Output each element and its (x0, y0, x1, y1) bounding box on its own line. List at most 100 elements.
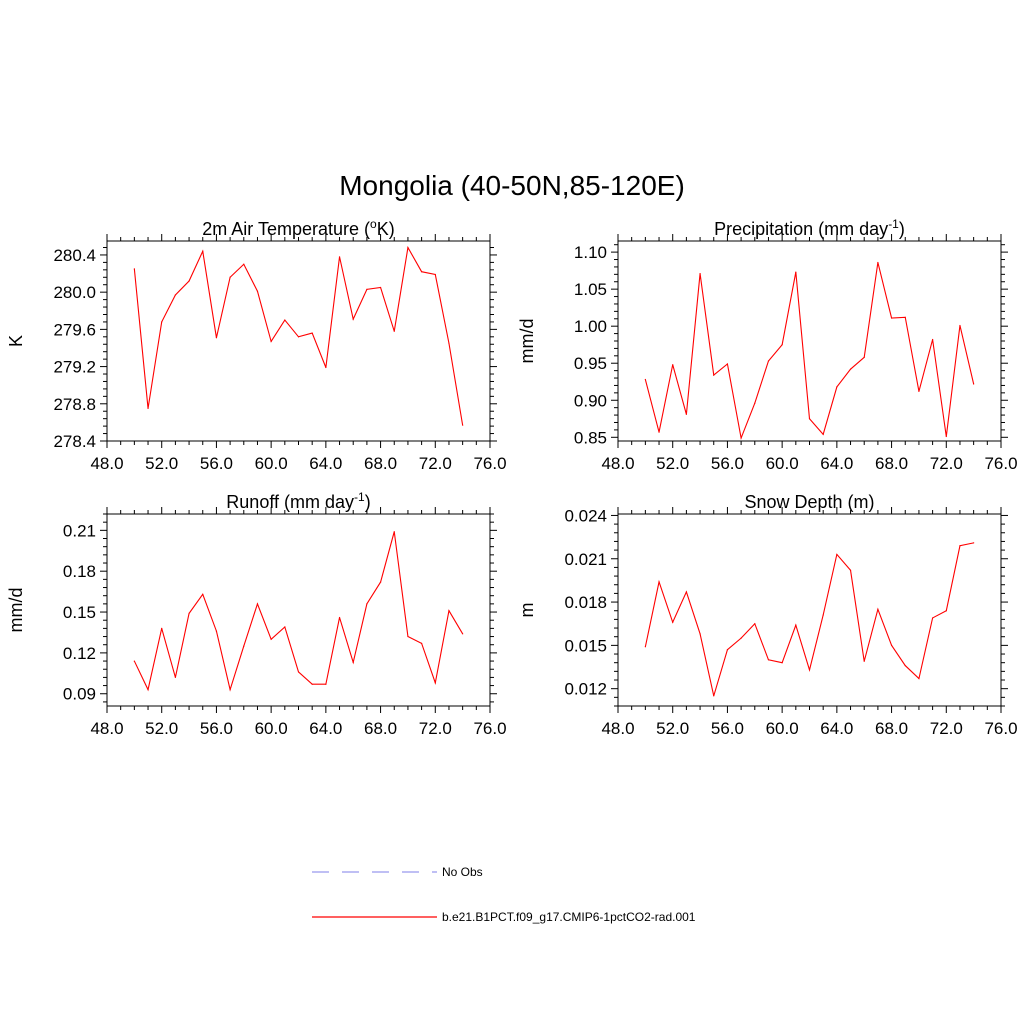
y-tick-label: 1.10 (574, 243, 607, 262)
y-tick-label: 278.4 (53, 432, 96, 451)
data-point (215, 337, 218, 339)
data-point (699, 272, 701, 275)
data-point (421, 642, 423, 644)
data-point (890, 317, 893, 319)
data-point (188, 612, 190, 615)
data-point (366, 288, 368, 290)
data-point (849, 569, 852, 571)
legend-entry: No Obs (312, 865, 483, 879)
data-point (243, 263, 245, 265)
y-tick-label: 0.12 (63, 644, 96, 663)
title-text: ) (365, 492, 371, 512)
x-tick-label: 68.0 (364, 719, 397, 738)
x-tick-label: 68.0 (875, 719, 908, 738)
data-point (672, 364, 674, 366)
data-point (448, 610, 450, 612)
data-point (338, 256, 341, 258)
data-point (754, 623, 756, 625)
x-tick-label: 76.0 (984, 454, 1017, 473)
title-superscript: o (370, 217, 377, 231)
panel-title: Precipitation (mm day-1) (714, 217, 905, 239)
data-point (781, 662, 783, 664)
panel-3: 48.0 52.0 56.0 60.0 64.0 68.0 72.0 76.0 0.09 0.12… (6, 490, 507, 738)
x-tick-label: 48.0 (90, 454, 123, 473)
data-point (863, 356, 865, 358)
data-point (188, 280, 190, 282)
x-tick-label: 72.0 (419, 454, 452, 473)
data-point (822, 433, 824, 435)
data-point (297, 336, 300, 338)
data-point (795, 624, 797, 626)
data-point (836, 386, 838, 388)
figure-title: Mongolia (40-50N,85-120E) (339, 170, 685, 201)
data-point (740, 637, 742, 639)
data-point (658, 581, 660, 583)
y-tick-label: 0.15 (63, 603, 96, 622)
panel-1: 48.0 52.0 56.0 60.0 64.0 68.0 72.0 76.0 278.4 278… (6, 217, 507, 473)
data-point (644, 378, 646, 381)
data-point (904, 664, 906, 667)
data-point (352, 318, 354, 320)
data-point (393, 330, 395, 332)
x-tick-label: 52.0 (656, 719, 689, 738)
data-point (366, 603, 368, 605)
y-tick-label: 0.18 (63, 562, 96, 581)
x-tick-label: 72.0 (419, 719, 452, 738)
title-text: Precipitation (mm day (714, 219, 888, 239)
data-point (918, 677, 920, 680)
y-axis-label: mm/d (6, 588, 26, 633)
data-point (726, 649, 729, 651)
x-tick-label: 60.0 (255, 719, 288, 738)
data-point (379, 581, 382, 583)
x-tick-label: 72.0 (930, 719, 963, 738)
data-point (904, 316, 906, 318)
data-point (740, 437, 742, 439)
data-point (147, 689, 149, 691)
y-tick-label: 278.8 (53, 395, 96, 414)
data-point (726, 363, 729, 365)
plot-frame (617, 240, 1002, 442)
data-point (808, 669, 811, 671)
data-point (945, 435, 947, 438)
plot-frame (617, 513, 1002, 707)
x-tick-label: 68.0 (364, 454, 397, 473)
y-tick-label: 280.4 (53, 246, 96, 265)
data-point (672, 621, 674, 623)
y-tick-label: 0.21 (63, 521, 96, 540)
data-point (959, 324, 961, 327)
x-tick-label: 56.0 (200, 719, 233, 738)
y-tick-label: 0.012 (564, 680, 607, 699)
data-point (161, 321, 163, 323)
data-point (877, 608, 879, 610)
data-point (311, 683, 313, 685)
x-tick-label: 60.0 (766, 454, 799, 473)
plot-frame (106, 240, 491, 442)
legend-label: b.e21.B1PCT.f09_g17.CMIP6-1pctCO2-rad.00… (442, 910, 696, 924)
title-text: Runoff (mm day (226, 492, 354, 512)
data-point (270, 340, 272, 343)
data-point (781, 344, 783, 346)
data-point (932, 617, 934, 619)
x-tick-label: 56.0 (711, 454, 744, 473)
data-point (147, 407, 149, 410)
x-tick-label: 48.0 (601, 719, 634, 738)
y-tick-label: 279.2 (53, 358, 96, 377)
data-point (256, 290, 259, 292)
data-point (767, 360, 770, 362)
data-point (325, 683, 327, 685)
panel-2: 48.0 52.0 56.0 60.0 64.0 68.0 72.0 76.0 0.85 0.90… (517, 217, 1018, 473)
data-point (434, 273, 436, 276)
data-point (174, 676, 176, 679)
data-point (379, 286, 382, 289)
data-point (448, 342, 450, 344)
data-point (713, 695, 715, 697)
y-tick-label: 1.00 (574, 317, 607, 336)
series-line (644, 262, 975, 441)
data-point (202, 593, 204, 595)
y-tick-label: 0.90 (574, 391, 607, 410)
data-point (849, 368, 852, 370)
data-point (685, 591, 687, 593)
title-text: K) (377, 219, 395, 239)
data-point (658, 431, 660, 433)
